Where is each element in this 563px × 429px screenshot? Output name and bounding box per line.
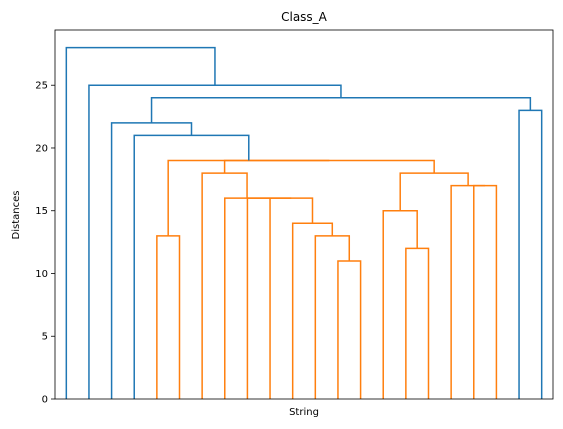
link [382,209,418,399]
link [405,247,430,399]
y-tick-label: 20 [35,143,48,154]
link [399,172,469,211]
link [518,109,543,399]
link [88,84,342,399]
link [314,235,351,399]
link [223,159,435,174]
chart-title: Class_A [281,10,328,24]
link [150,97,532,123]
y-tick-label: 0 [42,395,48,406]
link [450,184,486,399]
link [201,172,248,399]
y-tick-label: 5 [42,332,48,343]
link [110,122,193,399]
link [167,159,330,236]
y-tick-label: 25 [35,81,48,92]
link [156,235,181,399]
link [65,46,216,399]
y-tick-label: 10 [35,269,48,280]
y-axis-label: Distances [11,191,22,240]
link [337,260,362,399]
y-tick-label: 15 [35,206,48,217]
link [133,134,250,399]
link [473,184,498,399]
link [269,197,314,399]
plot-frame [54,29,554,400]
link [224,197,270,399]
link [291,222,334,399]
x-axis-label: String [289,407,319,418]
